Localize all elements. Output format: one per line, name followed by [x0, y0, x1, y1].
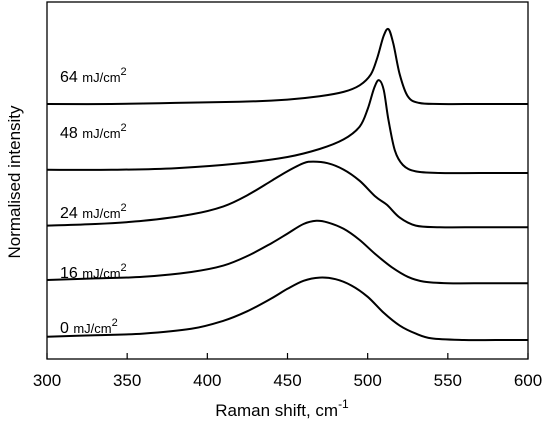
series-label-64-mj: 64 mJ/cm2 — [60, 66, 127, 86]
y-axis-title: Normalised intensity — [5, 105, 24, 259]
series-line-16-mj — [46, 219, 528, 285]
series-label-16-mj: 16 mJ/cm2 — [60, 262, 127, 282]
series-label-unit: mJ/cm — [82, 206, 120, 221]
x-tick-label: 550 — [434, 371, 462, 390]
x-tick-label: 350 — [113, 371, 141, 390]
series-label-value: 0 — [60, 320, 73, 337]
x-axis-ticks: 300 350 400 450 500 550 600 — [33, 353, 542, 390]
series-lines — [46, 27, 529, 342]
series-label-value: 16 — [60, 265, 82, 282]
series-line-24-mj — [46, 160, 529, 229]
x-tick-label: 450 — [273, 371, 301, 390]
series-label-superscript: 2 — [121, 66, 127, 78]
x-tick-label: 500 — [353, 371, 381, 390]
series-label-unit: mJ/cm — [82, 70, 120, 85]
series-label-48-mj: 48 mJ/cm2 — [60, 122, 127, 142]
series-label-unit: mJ/cm — [82, 266, 120, 281]
series-label-value: 64 — [60, 69, 82, 86]
series-label-value: 48 — [60, 125, 82, 142]
series-label-24-mj: 24 mJ/cm2 — [60, 202, 127, 222]
series-label-superscript: 2 — [121, 202, 127, 214]
x-tick-label: 300 — [33, 371, 61, 390]
series-label-unit: mJ/cm — [73, 321, 111, 336]
plot-frame — [46, 1, 529, 360]
series-line-64-mj — [46, 27, 528, 106]
series-label-unit: mJ/cm — [82, 126, 120, 141]
series-label-0-mj: 0 mJ/cm2 — [60, 317, 118, 337]
series-line-48-mj — [46, 79, 528, 175]
series-label-superscript: 2 — [121, 122, 127, 134]
x-tick-label: 400 — [193, 371, 221, 390]
plot-area-border — [46, 1, 529, 360]
x-axis-title-superscript: -1 — [338, 397, 349, 411]
series-line-0-mj — [46, 276, 528, 342]
x-tick-label: 600 — [514, 371, 542, 390]
x-axis-title-text: Raman shift, cm — [215, 401, 338, 420]
x-axis-title: Raman shift, cm-1 — [215, 397, 349, 420]
series-label-value: 24 — [60, 205, 82, 222]
series-label-superscript: 2 — [121, 262, 127, 274]
series-label-superscript: 2 — [112, 317, 118, 329]
